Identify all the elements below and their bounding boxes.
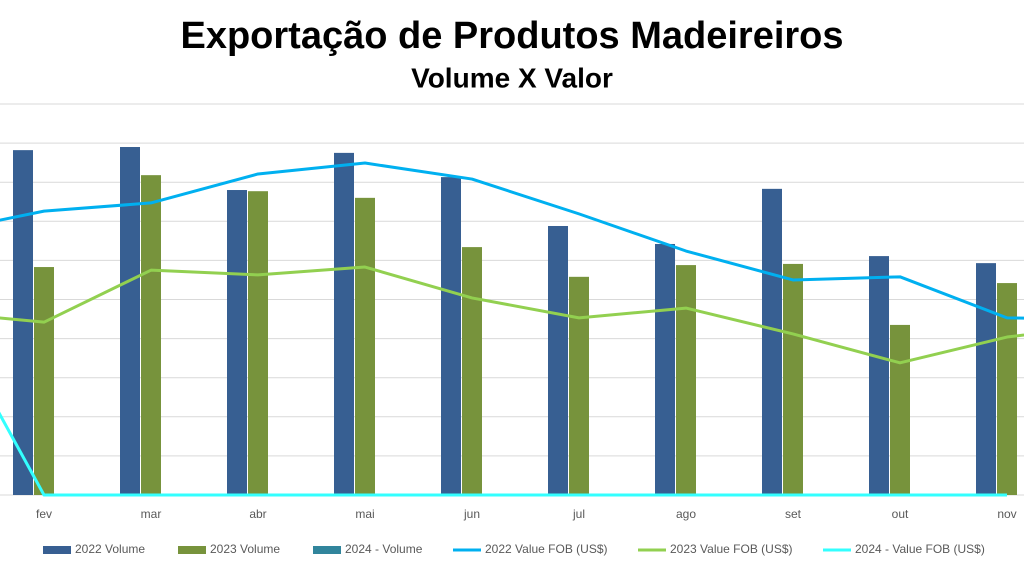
x-tick-label: abr bbox=[249, 507, 266, 521]
bar bbox=[890, 324, 910, 495]
bar bbox=[355, 197, 375, 495]
bar bbox=[976, 263, 996, 495]
x-tick-label: ago bbox=[676, 507, 696, 521]
x-tick-label: mar bbox=[141, 507, 162, 521]
bar bbox=[655, 243, 675, 495]
x-tick-label: mai bbox=[355, 507, 374, 521]
x-tick-label: out bbox=[892, 507, 909, 521]
bar bbox=[248, 191, 268, 495]
bar bbox=[462, 247, 482, 495]
bar bbox=[334, 152, 354, 495]
x-tick-label: set bbox=[785, 507, 802, 521]
x-tick-label: jun bbox=[463, 507, 480, 521]
bar bbox=[227, 190, 247, 495]
x-tick-label: nov bbox=[997, 507, 1016, 521]
bar bbox=[783, 263, 803, 495]
legend-swatch bbox=[313, 546, 341, 554]
chart-subtitle: Volume X Valor bbox=[411, 62, 613, 93]
legend-swatch bbox=[43, 546, 71, 554]
bar bbox=[13, 150, 33, 495]
legend-label: 2023 Value FOB (US$) bbox=[670, 542, 793, 556]
bar bbox=[548, 225, 568, 495]
bar bbox=[120, 147, 140, 495]
bar bbox=[676, 265, 696, 495]
chart-title: Exportação de Produtos Madeireiros bbox=[180, 15, 843, 57]
line-series bbox=[0, 265, 1024, 365]
bar bbox=[141, 175, 161, 496]
x-tick-label: jul bbox=[572, 507, 585, 521]
line-series bbox=[0, 411, 1007, 497]
legend-label: 2022 Volume bbox=[75, 542, 145, 556]
legend-label: 2022 Value FOB (US$) bbox=[485, 542, 608, 556]
legend-label: 2023 Volume bbox=[210, 542, 280, 556]
legend-label: 2024 - Value FOB (US$) bbox=[855, 542, 985, 556]
legend-swatch bbox=[178, 546, 206, 554]
bar bbox=[441, 177, 461, 495]
bar bbox=[569, 276, 589, 495]
bar bbox=[34, 267, 54, 495]
bar bbox=[869, 256, 889, 495]
legend-label: 2024 - Volume bbox=[345, 542, 423, 556]
x-tick-label: fev bbox=[36, 507, 52, 521]
bar bbox=[762, 188, 782, 496]
line-series bbox=[0, 161, 1024, 320]
